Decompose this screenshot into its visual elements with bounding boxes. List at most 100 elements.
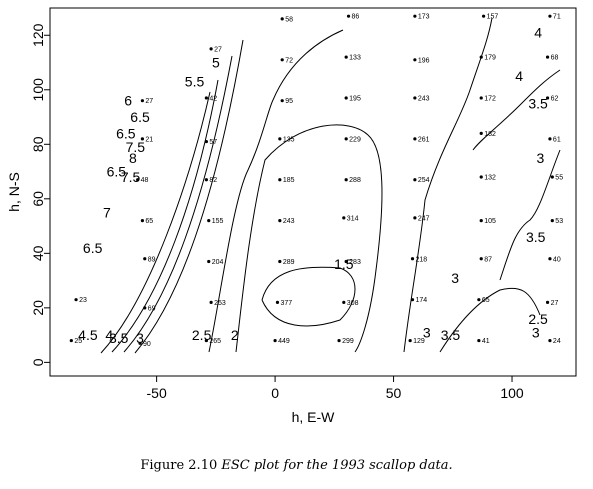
contour-label: 7.5 (126, 139, 146, 155)
data-point (413, 178, 417, 182)
data-point (548, 257, 552, 261)
data-point-label: 195 (349, 95, 361, 102)
contour-label: 5 (212, 55, 220, 71)
data-point-label: 308 (347, 300, 359, 307)
contour-line (261, 266, 356, 327)
data-point (140, 137, 145, 141)
caption-text: ESC plot for the 1993 scallop data. (221, 458, 453, 473)
data-point-label: 218 (416, 256, 428, 263)
data-point (69, 338, 73, 343)
data-point (548, 338, 552, 343)
data-point-label: 23 (79, 297, 87, 304)
contour-label: 4.5 (78, 327, 98, 343)
data-point-label: 27 (214, 46, 222, 53)
data-point-label: 61 (553, 136, 561, 143)
contour-line (123, 55, 233, 353)
data-point-label: 65 (482, 297, 490, 304)
data-point-label: 133 (349, 55, 361, 62)
data-point (209, 300, 213, 304)
plot-frame (49, 7, 577, 377)
data-point-label: 449 (278, 338, 290, 345)
contour-line (439, 287, 541, 353)
y-tick-label: 20 (30, 300, 46, 316)
data-point (344, 96, 348, 100)
data-point (344, 55, 348, 59)
data-point (204, 96, 208, 100)
contour-label: 5.5 (185, 74, 205, 90)
data-point (413, 216, 417, 220)
axes: -50 0 50 100 0 20 40 60 80 100 120 (30, 7, 577, 401)
contour-label: 1.5 (334, 256, 354, 272)
data-point (140, 99, 145, 103)
data-point-label: 253 (214, 300, 226, 307)
data-point (477, 338, 481, 343)
contour-label: 3.5 (441, 327, 461, 343)
data-point-label: 173 (418, 14, 430, 21)
data-point-label: 182 (484, 131, 496, 138)
data-point-label: 265 (209, 338, 221, 345)
data-point-label: 48 (141, 177, 149, 184)
x-axis-title: h, E-W (292, 409, 336, 425)
contour-line (100, 91, 211, 354)
data-point (204, 338, 208, 343)
data-point (479, 219, 483, 223)
contour-labels: 65.556.56.57.586.57.576.54.5 43.5 3 2.5 21.5… (78, 25, 548, 346)
data-point (74, 298, 78, 302)
data-point (140, 219, 145, 223)
contour-label: 3.5 (109, 330, 129, 346)
x-tick-label: 0 (271, 385, 279, 401)
data-point-label: 58 (285, 16, 293, 23)
data-point (136, 178, 140, 182)
contour-label: 3 (451, 270, 459, 286)
data-point-label: 377 (280, 300, 292, 307)
contour-label: 8 (129, 150, 137, 166)
contour-label: 6 (124, 93, 132, 109)
data-point (479, 257, 483, 261)
data-point-label: 288 (349, 177, 361, 184)
data-point (344, 178, 348, 182)
x-tick-label: 50 (386, 385, 402, 401)
data-point (344, 137, 348, 141)
data-point (346, 14, 351, 18)
data-point (479, 55, 483, 59)
data-point-label: 21 (145, 136, 153, 143)
data-point (342, 300, 346, 304)
contour-line (208, 29, 344, 353)
data-point (408, 338, 412, 343)
contour-label: 2 (231, 327, 239, 343)
data-point (143, 306, 147, 310)
contour-label: 3 (537, 150, 545, 166)
contour-lines (100, 17, 561, 354)
data-point-label: 132 (484, 175, 496, 182)
data-point (550, 175, 554, 179)
data-point-label: 155 (212, 218, 224, 225)
data-point-label: 243 (283, 218, 295, 225)
data-point (342, 216, 346, 220)
data-point (280, 99, 284, 103)
data-point (479, 131, 483, 135)
data-point-label: 185 (283, 177, 295, 184)
contour-label: 3.5 (528, 95, 548, 111)
data-point-label: 135 (283, 136, 295, 143)
contour-label: 7.5 (121, 169, 141, 185)
data-point-label: 90 (143, 341, 151, 348)
data-point (545, 96, 550, 100)
contour-line (403, 17, 493, 353)
data-point-label: 314 (347, 215, 359, 222)
y-tick-label: 0 (30, 358, 46, 366)
data-point (550, 219, 554, 223)
contour-label: 6.5 (83, 240, 103, 256)
y-tick-label: 40 (30, 245, 46, 261)
data-point (273, 338, 277, 343)
data-point (138, 341, 142, 345)
data-point-label: 289 (283, 259, 295, 266)
data-point-label: 24 (553, 338, 561, 345)
data-point (209, 47, 213, 51)
data-point-label: 179 (484, 55, 496, 62)
data-point (337, 338, 341, 343)
data-point (410, 257, 415, 261)
data-point (280, 17, 284, 21)
data-point-label: 55 (555, 175, 563, 182)
data-point-label: 172 (484, 95, 496, 102)
